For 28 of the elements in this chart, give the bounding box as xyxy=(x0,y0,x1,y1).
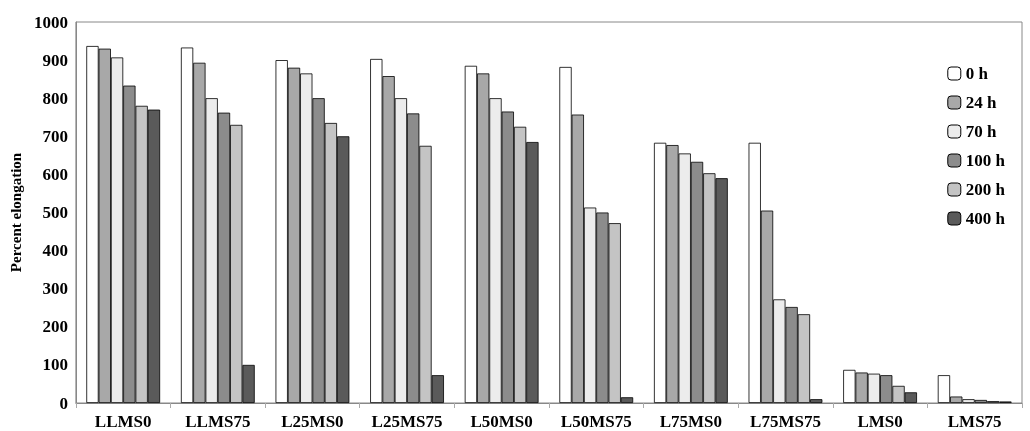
y-tick-label: 900 xyxy=(42,50,68,70)
y-tick-label: 1000 xyxy=(33,12,68,32)
x-tick-label: L75MS0 xyxy=(659,412,723,431)
y-tick-label: 500 xyxy=(42,203,68,222)
x-tick-label: LMS0 xyxy=(857,412,903,431)
y-tick-label: 100 xyxy=(42,355,68,375)
y-tick-label: 300 xyxy=(42,279,68,299)
x-tick-label: L75MS75 xyxy=(750,412,821,431)
x-tick-label: LLMS75 xyxy=(185,412,251,431)
legend-label: 70 h xyxy=(965,122,998,141)
y-tick-label: 800 xyxy=(42,88,68,108)
y-tick-label: 200 xyxy=(42,317,68,337)
y-tick-label: 600 xyxy=(42,164,68,184)
legend-label: 24 h xyxy=(965,93,998,112)
x-tick-label: L25MS75 xyxy=(371,412,443,431)
legend-label: 200 h xyxy=(965,180,1006,199)
x-tick-label: L50MS75 xyxy=(560,412,632,431)
legend-label: 0 h xyxy=(965,64,989,83)
y-tick-label: 0 xyxy=(59,393,68,413)
y-tick-label: 700 xyxy=(42,126,68,146)
y-axis-title: Percent elongation xyxy=(7,152,24,273)
legend-label: 100 h xyxy=(965,151,1006,170)
x-tick-label: LLMS0 xyxy=(94,412,152,431)
y-tick-label: 400 xyxy=(42,241,68,261)
x-tick-label: LMS75 xyxy=(947,412,1002,431)
legend-label: 400 h xyxy=(965,209,1006,228)
x-tick-label: L25MS0 xyxy=(281,412,344,431)
x-tick-label: L50MS0 xyxy=(470,412,533,431)
